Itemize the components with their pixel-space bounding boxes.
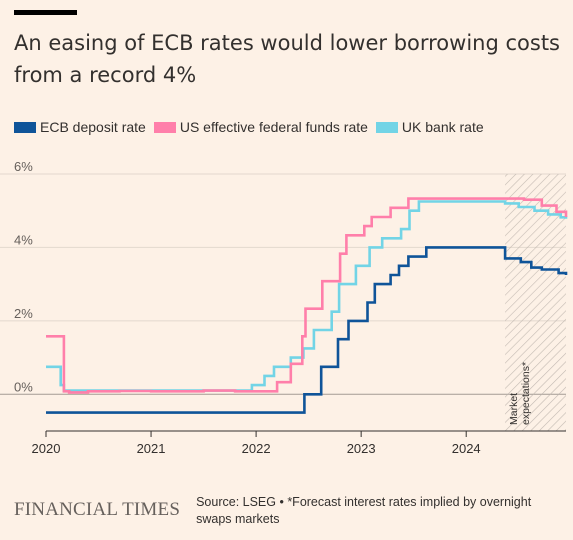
y-tick-label: 0% (14, 379, 33, 394)
y-tick-label: 6% (14, 159, 33, 174)
x-tick-label: 2024 (452, 441, 481, 456)
legend-swatch-uk (375, 121, 398, 133)
forecast-region (505, 174, 566, 431)
legend-swatch-ecb (14, 121, 36, 133)
legend-swatch-us (153, 121, 176, 133)
chart-title: An easing of ECB rates would lower borro… (14, 31, 560, 87)
series-line-ecb (46, 246, 568, 414)
line-chart: Marketexpectations* 0% 2% 4% 6% 2020 2021 2022… (0, 159, 568, 456)
forecast-label: Marketexpectations* (508, 362, 532, 425)
legend-item-uk: UK bank rate (375, 119, 484, 135)
ft-logo: FINANCIAL TIMES (14, 499, 181, 520)
y-tick-label: 4% (14, 232, 33, 247)
legend-item-us: US effective federal funds rate (153, 119, 368, 135)
series-line-us (46, 197, 568, 394)
chart-legend: ECB deposit rate US effective federal fu… (14, 117, 492, 137)
x-tick-label: 2021 (137, 441, 166, 456)
series-line-uk (46, 200, 568, 392)
y-tick-label: 2% (14, 306, 33, 321)
legend-label-ecb: ECB deposit rate (40, 119, 146, 135)
footer: FINANCIAL TIMES Source: LSEG • *Forecast… (14, 494, 566, 528)
x-tick-label: 2022 (242, 441, 271, 456)
ft-top-rule (14, 10, 77, 15)
x-tick-label: 2023 (347, 441, 376, 456)
legend-item-ecb: ECB deposit rate (14, 119, 146, 135)
x-tick-label: 2020 (32, 441, 61, 456)
legend-label-uk: UK bank rate (401, 119, 484, 135)
legend-label-us: US effective federal funds rate (179, 119, 368, 135)
source-note: Source: LSEG • *Forecast interest rates … (196, 495, 532, 526)
